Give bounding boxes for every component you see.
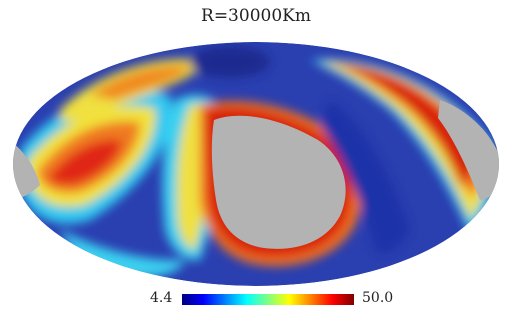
map-title: R=30000Km [201,6,311,26]
map-ellipse [13,42,499,286]
colorbar-min-label: 4.4 [150,290,173,306]
colorbar [182,294,354,305]
masked-region-left [13,140,40,200]
masked-region-right [438,100,499,200]
colorbar-max-label: 50.0 [362,290,394,306]
masked-region-center [211,115,346,249]
